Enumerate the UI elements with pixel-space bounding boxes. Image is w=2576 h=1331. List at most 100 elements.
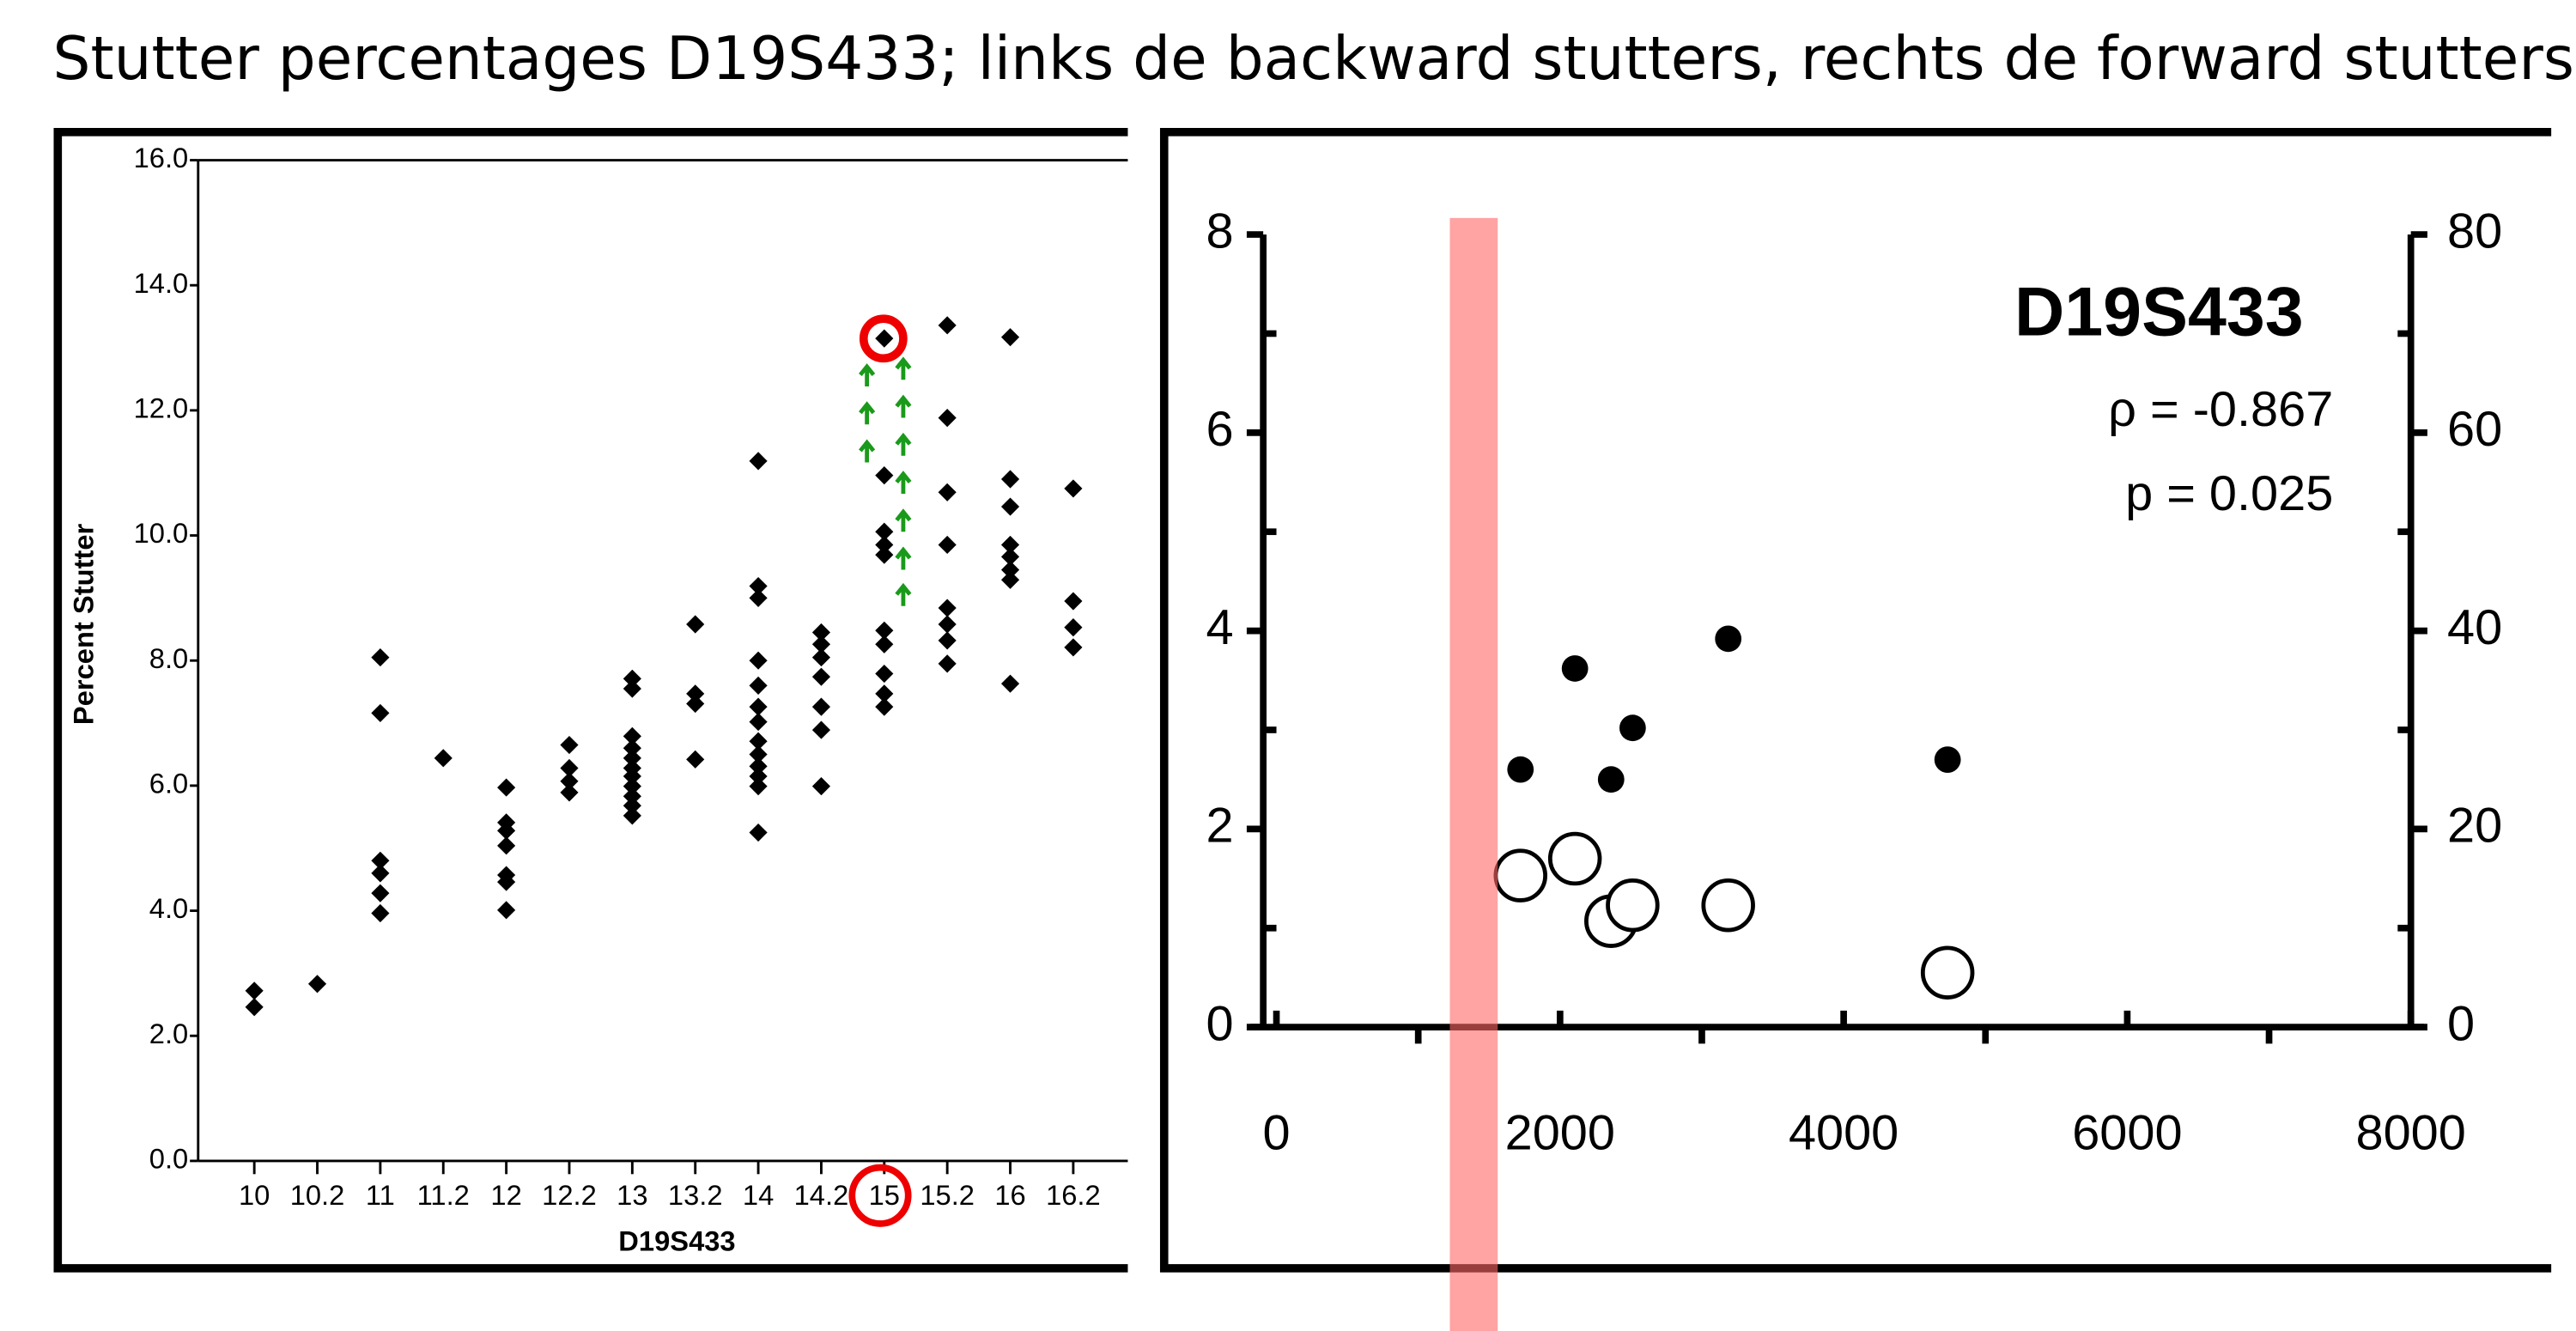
data-point <box>307 975 327 994</box>
x-tick-label: 6000 <box>2072 1105 2182 1160</box>
x-tick-label: 13 <box>617 1179 647 1211</box>
y-tick-label: 2 <box>1206 799 1233 854</box>
y-tick-label: 8.0 <box>149 642 188 674</box>
x-tick-label: 2000 <box>1505 1105 1615 1160</box>
x-tick-label: 11.2 <box>417 1179 470 1211</box>
y-tick-label: 0 <box>1206 996 1233 1051</box>
data-point <box>1597 766 1625 793</box>
x-tick-label: 10 <box>239 1179 270 1211</box>
arrow <box>895 432 912 456</box>
x-tick-label: 14.2 <box>794 1179 849 1211</box>
x-tick-label: 12.2 <box>542 1179 597 1211</box>
data-point <box>1547 831 1602 886</box>
data-point <box>560 772 579 791</box>
x-tick-label: 11 <box>366 1179 395 1211</box>
data-point <box>1920 945 1975 1000</box>
y2-tick-label: 40 <box>2447 600 2502 655</box>
slide-title: Stutter percentages D19S433; links de ba… <box>53 25 2574 94</box>
x-tick-label: 0 <box>1262 1105 1290 1160</box>
data-point <box>371 851 390 870</box>
data-point <box>938 631 957 650</box>
x-tick-label: 13.2 <box>668 1179 723 1211</box>
data-point <box>938 599 957 617</box>
data-point <box>560 783 579 802</box>
arrow <box>895 546 912 570</box>
data-point <box>1507 756 1534 783</box>
highlight-bar <box>1449 217 1498 1331</box>
x-tick-label: 4000 <box>1789 1105 1899 1160</box>
highlight-circle <box>848 1164 912 1227</box>
data-point <box>371 903 390 923</box>
x-tick-label: 10.2 <box>290 1179 345 1211</box>
data-point <box>245 982 264 1000</box>
annotation: p = 0.025 <box>2125 466 2333 521</box>
y-tick-label: 2.0 <box>149 1018 188 1049</box>
data-point <box>1064 479 1083 498</box>
data-point <box>1619 714 1646 742</box>
annotations-layer <box>848 217 1498 1331</box>
y-tick-label: 14.0 <box>134 267 189 299</box>
data-point <box>875 329 894 348</box>
arrow <box>859 401 876 425</box>
data-point <box>811 720 831 739</box>
data-point <box>1064 638 1083 657</box>
data-point <box>938 409 957 428</box>
y2-tick-label: 60 <box>2447 402 2502 457</box>
chart-title: D19S433 <box>2014 274 2304 351</box>
x-tick-label: 15 <box>869 1179 900 1211</box>
y-tick-label: 16.0 <box>134 142 189 173</box>
arrow <box>895 582 912 606</box>
y-tick-label: 6 <box>1206 402 1233 457</box>
right-frame <box>1159 128 2552 1273</box>
x-tick-label: 12 <box>490 1179 521 1211</box>
data-point <box>1701 878 1755 933</box>
data-point <box>371 884 390 903</box>
data-point <box>811 667 831 686</box>
data-point <box>1000 561 1020 580</box>
arrow <box>859 439 876 463</box>
arrow <box>895 356 912 380</box>
x-axis-label: D19S433 <box>618 1225 735 1257</box>
data-point <box>811 648 831 667</box>
data-point <box>686 750 705 769</box>
data-point <box>1606 878 1660 933</box>
data-point <box>1000 470 1020 489</box>
data-point <box>1000 547 1020 566</box>
data-point <box>875 535 894 555</box>
y2-tick-label: 20 <box>2447 799 2502 854</box>
highlight-circle <box>859 314 908 363</box>
x-tick-label: 15.2 <box>920 1179 975 1211</box>
y-axis-label: Percent Stutter <box>68 523 100 725</box>
data-point <box>1493 848 1548 903</box>
data-point <box>371 648 390 667</box>
y-tick-label: 12.0 <box>134 392 189 424</box>
data-point <box>875 466 894 485</box>
x-tick-label: 16 <box>994 1179 1025 1211</box>
y2-tick-label: 0 <box>2447 996 2475 1051</box>
data-point <box>1561 655 1589 682</box>
data-point <box>1064 592 1083 611</box>
data-point <box>938 535 957 555</box>
y-tick-label: 0.0 <box>149 1143 188 1175</box>
data-point <box>1934 746 1961 773</box>
left-frame <box>53 128 1128 1273</box>
data-point <box>245 998 264 1017</box>
y-tick-label: 8 <box>1206 204 1233 258</box>
data-point <box>1000 535 1020 555</box>
y-tick-label: 6.0 <box>149 768 188 799</box>
arrow <box>895 508 912 532</box>
data-point <box>1064 618 1083 637</box>
data-point <box>1000 497 1020 516</box>
arrow <box>895 471 912 494</box>
arrow <box>859 363 876 386</box>
y-tick-label: 4 <box>1206 600 1233 655</box>
y-tick-label: 4.0 <box>149 892 188 924</box>
data-point <box>1000 570 1020 589</box>
data-point <box>1715 625 1742 653</box>
annotation: ρ = -0.867 <box>2108 382 2333 437</box>
x-tick-label: 16.2 <box>1046 1179 1101 1211</box>
x-tick-label: 14 <box>743 1179 774 1211</box>
